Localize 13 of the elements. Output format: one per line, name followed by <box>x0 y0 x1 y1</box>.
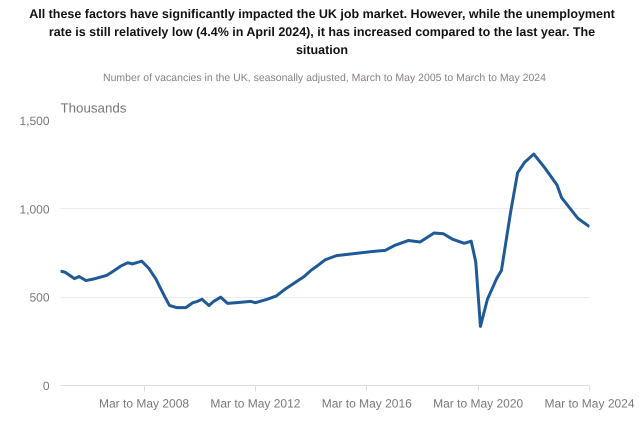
y-tick-label: 500 <box>29 291 50 306</box>
y-tick-label: 1,500 <box>19 114 50 128</box>
y-tick-label: 0 <box>42 379 50 394</box>
y-tick-label: 1,000 <box>19 202 50 217</box>
x-tick-label: Mar to May 2020 <box>433 396 524 411</box>
x-tick-label: Mar to May 2016 <box>322 396 412 411</box>
text: All these factors have significantly impacted the UK job market. However, while the unemployment rate is still relatively low (4.4% in April 2024), it has increased compared to the last year. The situation <box>28 6 616 60</box>
y-axis-title: Thousands <box>60 100 127 116</box>
x-tick-label: Mar to May 2008 <box>99 396 190 411</box>
chart-subtitle: Number of vacancies in the UK, seasonally adjusted, March to May 2005 to March to May 2024 <box>103 71 546 86</box>
x-tick-label: Mar to May 2024 <box>544 396 635 411</box>
x-tick-label: Mar to May 2012 <box>210 396 301 411</box>
line-series <box>60 152 590 328</box>
